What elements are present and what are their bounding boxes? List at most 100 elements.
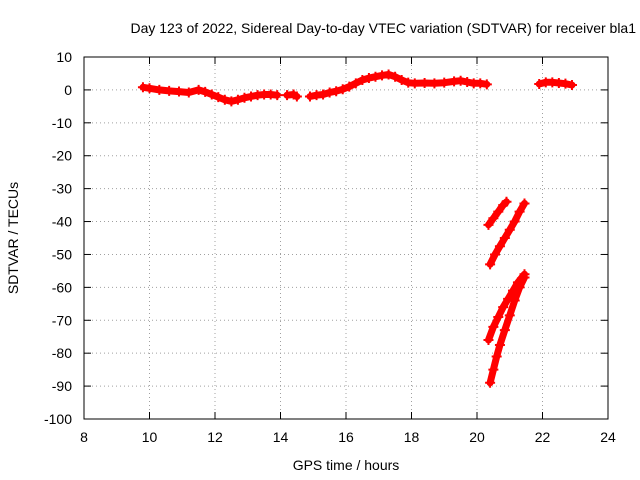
y-tick-labels: 10 0 -10 -20 -30 -40 -50 -60 -70 -80 -90 -100: [44, 49, 72, 427]
data-point: [409, 78, 420, 89]
series-main-band-a: [137, 82, 283, 107]
data-point: [504, 224, 515, 235]
data-point: [491, 351, 502, 362]
data-point: [193, 84, 204, 95]
data-point: [483, 219, 494, 230]
y-axis-label: SDTVAR / TECUs: [5, 182, 21, 294]
data-point: [488, 213, 499, 224]
data-point: [419, 77, 430, 88]
data-point: [462, 77, 473, 88]
data-point: [219, 94, 230, 105]
data-point: [291, 91, 302, 102]
series-drop-track-1: [483, 196, 512, 230]
y-tick-label: -20: [52, 148, 72, 164]
data-point: [144, 83, 155, 94]
data-point: [318, 89, 329, 100]
x-tick-label: 24: [600, 429, 616, 445]
data-point: [494, 339, 505, 350]
data-point: [493, 206, 504, 217]
data-point: [206, 89, 217, 100]
data-point: [504, 310, 515, 321]
series-main-band-b: [282, 89, 302, 102]
data-point: [485, 259, 496, 270]
data-point: [498, 302, 509, 313]
data-series: [137, 69, 577, 388]
x-tick-label: 16: [338, 429, 354, 445]
data-point: [499, 233, 510, 243]
data-point: [455, 75, 466, 86]
data-point: [429, 78, 440, 89]
data-point: [304, 91, 315, 102]
data-point: [232, 94, 243, 105]
data-point: [213, 92, 224, 103]
data-point: [499, 325, 510, 336]
data-point: [246, 91, 257, 102]
data-point: [493, 311, 504, 322]
data-point: [514, 206, 525, 217]
y-tick-label: -30: [52, 181, 72, 197]
data-point: [239, 92, 250, 103]
data-point: [503, 293, 514, 304]
y-tick-label: -50: [52, 246, 72, 262]
data-point: [370, 71, 381, 82]
data-point: [566, 79, 577, 90]
y-tick-label: -100: [44, 411, 72, 427]
data-point: [200, 86, 211, 97]
data-point: [509, 295, 520, 306]
grid-lines: [84, 57, 608, 419]
data-point: [344, 81, 355, 92]
data-point: [488, 321, 499, 332]
x-tick-label: 10: [142, 429, 158, 445]
data-point: [534, 78, 545, 89]
data-point: [363, 73, 374, 84]
data-point: [501, 196, 512, 207]
y-tick-label: -80: [52, 345, 72, 361]
data-point: [514, 282, 525, 293]
data-point: [226, 96, 237, 107]
series-drop-track-2: [485, 198, 530, 270]
data-point: [494, 241, 505, 252]
data-point: [560, 78, 571, 89]
y-tick-label: 0: [64, 82, 72, 98]
data-point: [164, 85, 175, 96]
axis-ticks: [83, 56, 609, 420]
data-point: [488, 364, 499, 375]
chart-title: Day 123 of 2022, Sidereal Day-to-day VTE…: [130, 20, 636, 36]
data-point: [519, 272, 530, 283]
series-main-band-d: [534, 77, 577, 90]
series-drop-track-4: [485, 272, 530, 388]
data-point: [396, 75, 407, 86]
data-point: [483, 335, 494, 346]
x-tick-labels: 8 10 12 14 16 18 20 22 24: [80, 429, 616, 445]
data-point: [490, 249, 501, 260]
data-point: [154, 84, 165, 95]
y-tick-label: -60: [52, 279, 72, 295]
x-axis-label: GPS time / hours: [293, 457, 400, 473]
data-point: [509, 216, 520, 227]
data-point: [183, 87, 194, 98]
data-point: [350, 78, 361, 89]
y-tick-label: -40: [52, 214, 72, 230]
y-tick-label: 10: [56, 49, 72, 65]
data-point: [519, 198, 530, 209]
y-tick-label: -70: [52, 312, 72, 328]
data-point: [390, 71, 401, 82]
data-point: [485, 377, 496, 388]
data-point: [272, 90, 283, 101]
data-point: [383, 69, 394, 80]
series-main-band-c: [304, 69, 492, 102]
x-tick-label: 22: [535, 429, 551, 445]
data-point: [337, 84, 348, 95]
y-tick-label: -10: [52, 115, 72, 131]
y-tick-label: -90: [52, 378, 72, 394]
data-point: [439, 77, 450, 88]
x-tick-label: 18: [404, 429, 420, 445]
data-point: [357, 75, 368, 86]
x-tick-label: 8: [80, 429, 88, 445]
x-tick-label: 12: [207, 429, 223, 445]
data-point: [331, 86, 342, 97]
data-point: [324, 87, 335, 98]
data-point: [481, 79, 492, 90]
data-point: [173, 86, 184, 97]
